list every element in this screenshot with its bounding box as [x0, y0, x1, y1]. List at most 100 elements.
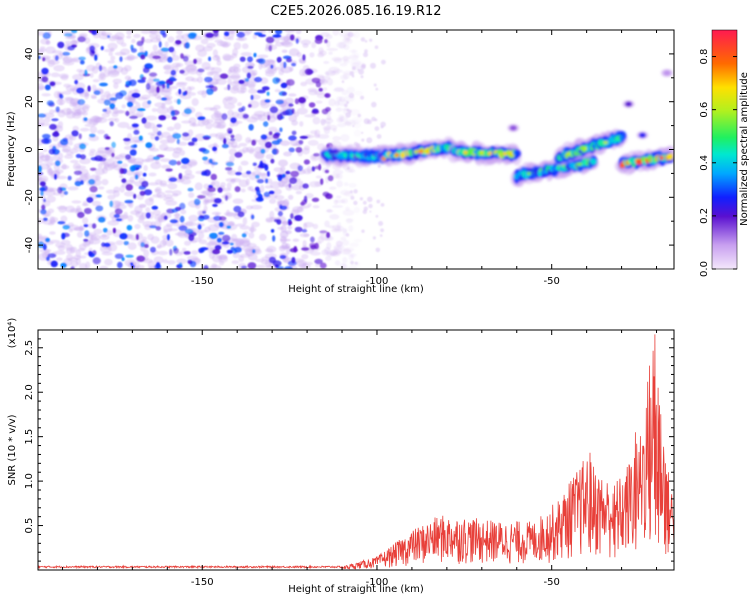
noise-speckle [164, 70, 172, 75]
noise-blob [137, 79, 146, 83]
noise-blob [218, 221, 224, 228]
noise-blob [256, 179, 265, 184]
chart-title: C2E5.2026.085.16.19.R12 [270, 4, 441, 19]
noise-blob [102, 227, 108, 233]
noise-blob [270, 229, 275, 233]
noise-speckle [292, 238, 300, 242]
noise-speckle [164, 190, 173, 194]
noise-speckle [339, 116, 345, 122]
noise-blob [202, 214, 210, 220]
noise-blob [39, 187, 46, 192]
noise-blob [187, 141, 195, 146]
noise-fade-speck [354, 261, 358, 265]
noise-fade-speck [348, 92, 355, 99]
noise-blob [70, 266, 75, 269]
noise-blob [47, 253, 57, 258]
noise-speckle [78, 103, 91, 110]
noise-speckle [269, 198, 276, 204]
noise-speckle [250, 204, 263, 210]
noise-speckle [265, 68, 277, 75]
noise-blob [253, 76, 263, 83]
snr-background [38, 330, 674, 570]
noise-speckle [121, 163, 128, 168]
noise-blob [142, 67, 150, 74]
noise-speckle [278, 159, 288, 167]
noise-speckle [312, 205, 320, 209]
noise-blob [212, 248, 221, 255]
noise-blob [84, 230, 90, 237]
noise-blob [166, 82, 170, 89]
noise-blob [111, 141, 116, 149]
noise-speckle [214, 39, 223, 43]
noise-blob [152, 156, 160, 161]
noise-speckle [72, 107, 81, 111]
noise-blob [152, 78, 160, 82]
noise-blob [167, 56, 173, 63]
noise-blob [182, 55, 189, 62]
noise-blob [57, 221, 66, 225]
noise-speckle [252, 34, 257, 40]
noise-speckle [187, 255, 199, 261]
noise-blob [125, 110, 130, 117]
noise-speckle [328, 66, 340, 73]
noise-blob [41, 204, 46, 211]
noise-blob [197, 224, 202, 230]
noise-blob [51, 118, 59, 122]
noise-blob [279, 254, 287, 260]
noise-speckle [129, 105, 137, 114]
snr-y-axis-label: SNR (10 * v/v) [7, 414, 18, 485]
noise-blob [125, 254, 134, 258]
noise-speckle [325, 255, 332, 262]
noise-speckle [332, 136, 341, 141]
noise-speckle [84, 172, 91, 180]
noise-speckle [66, 254, 74, 261]
noise-blob [248, 103, 252, 108]
noise-blob [245, 170, 252, 175]
noise-fade-speck [367, 196, 373, 203]
noise-blob [79, 60, 85, 65]
noise-blob [191, 137, 198, 143]
noise-blob [295, 146, 303, 153]
noise-speckle [129, 176, 135, 183]
noise-speckle [38, 156, 44, 164]
noise-blob [100, 46, 104, 51]
noise-speckle [107, 42, 118, 50]
noise-speckle [133, 170, 144, 176]
noise-speckle [136, 265, 145, 269]
noise-speckle [79, 262, 88, 269]
noise-speckle [335, 107, 343, 112]
noise-speckle [350, 59, 361, 67]
noise-blob [124, 199, 134, 204]
noise-speckle [127, 91, 133, 99]
noise-blob [151, 205, 159, 210]
noise-speckle [168, 85, 178, 90]
noise-speckle [326, 252, 336, 257]
noise-speckle [76, 205, 81, 213]
noise-blob [136, 108, 146, 112]
noise-speckle [98, 33, 111, 40]
noise-speckle [101, 178, 109, 186]
noise-speckle [50, 72, 60, 78]
noise-speckle [41, 93, 51, 97]
noise-speckle [121, 104, 126, 109]
heatmap-x-tick-label: -50 [544, 276, 560, 287]
ridge-peak [343, 153, 348, 157]
noise-blob [121, 178, 127, 184]
noise-blob [205, 85, 211, 89]
noise-blob [303, 159, 310, 165]
noise-blob [268, 190, 275, 195]
noise-fade-speck [380, 228, 384, 233]
noise-speckle [99, 265, 109, 269]
noise-blob [221, 234, 231, 242]
noise-speckle [313, 133, 321, 139]
noise-blob [301, 247, 310, 251]
noise-blob [133, 129, 140, 135]
noise-blob [127, 101, 134, 108]
noise-blob [218, 231, 225, 235]
noise-speckle [60, 239, 71, 245]
noise-speckle [315, 175, 322, 179]
noise-blob [136, 40, 144, 47]
noise-speckle [120, 48, 130, 56]
noise-speckle [151, 108, 158, 112]
noise-blob [61, 232, 66, 240]
